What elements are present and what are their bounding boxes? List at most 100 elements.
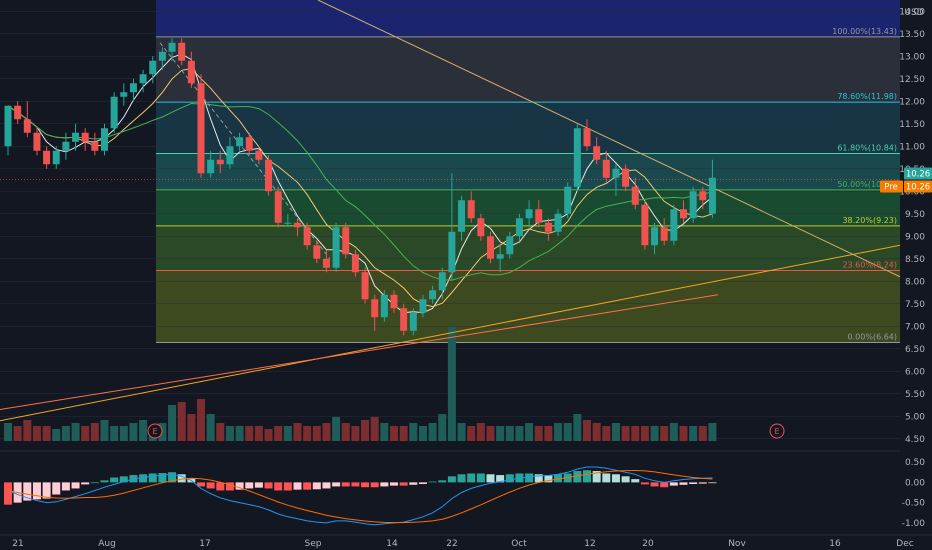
support-trendline bbox=[0, 244, 901, 422]
candle-body[interactable] bbox=[303, 227, 311, 246]
candle-body[interactable] bbox=[651, 227, 659, 246]
candle-body[interactable] bbox=[602, 159, 610, 178]
volume-bar bbox=[708, 423, 717, 441]
candle-body[interactable] bbox=[641, 204, 649, 246]
volume-bar bbox=[611, 423, 620, 441]
candle-body[interactable] bbox=[477, 218, 485, 237]
candle-body[interactable] bbox=[593, 146, 601, 160]
candle-body[interactable] bbox=[62, 141, 70, 151]
candle-body[interactable] bbox=[429, 290, 437, 300]
macd-histogram-bar bbox=[4, 482, 12, 505]
candle-body[interactable] bbox=[216, 159, 224, 165]
time-tick-label: 17 bbox=[199, 539, 210, 549]
candle-body[interactable] bbox=[631, 186, 639, 205]
candle-body[interactable] bbox=[535, 209, 543, 223]
candle-body[interactable] bbox=[274, 191, 282, 223]
candle-body[interactable] bbox=[544, 222, 552, 232]
candle-body[interactable] bbox=[342, 227, 350, 255]
macd-histogram-bar bbox=[61, 482, 70, 491]
candle-body[interactable] bbox=[670, 209, 678, 241]
time-tick-label: 22 bbox=[446, 539, 457, 549]
candle-body[interactable] bbox=[612, 168, 620, 178]
candle-body[interactable] bbox=[4, 105, 12, 147]
candle-body[interactable] bbox=[371, 299, 379, 318]
candle-body[interactable] bbox=[573, 128, 581, 187]
candle-body[interactable] bbox=[197, 83, 205, 174]
candle-body[interactable] bbox=[158, 51, 166, 61]
candle-body[interactable] bbox=[458, 200, 466, 232]
candle-body[interactable] bbox=[525, 209, 533, 219]
candle-body[interactable] bbox=[33, 132, 41, 151]
candle-body[interactable] bbox=[168, 42, 176, 52]
candle-body[interactable] bbox=[110, 96, 118, 129]
candle-body[interactable] bbox=[284, 222, 292, 224]
candle-body[interactable] bbox=[101, 128, 108, 151]
candle-body[interactable] bbox=[313, 245, 321, 259]
candle-body[interactable] bbox=[245, 137, 253, 151]
candle-body[interactable] bbox=[294, 222, 301, 228]
candle-body[interactable] bbox=[207, 159, 215, 174]
macd-histogram-bar bbox=[428, 481, 437, 483]
candle-body[interactable] bbox=[515, 218, 523, 237]
candle-body[interactable] bbox=[226, 146, 234, 165]
earnings-marker[interactable] bbox=[147, 423, 163, 439]
candle-body[interactable] bbox=[708, 177, 716, 214]
candle-body[interactable] bbox=[72, 132, 80, 142]
earnings-marker[interactable] bbox=[769, 423, 785, 439]
candle-body[interactable] bbox=[91, 141, 99, 151]
candle-body[interactable] bbox=[496, 254, 504, 259]
candle-body[interactable] bbox=[564, 186, 572, 214]
candle-body[interactable] bbox=[680, 209, 687, 219]
candle-body[interactable] bbox=[467, 200, 475, 219]
pre-price-badge bbox=[904, 180, 932, 193]
candle-body[interactable] bbox=[178, 42, 186, 61]
candle-body[interactable] bbox=[622, 168, 630, 187]
candle-body[interactable] bbox=[506, 236, 514, 255]
candle-body[interactable] bbox=[660, 227, 668, 241]
candle-body[interactable] bbox=[419, 299, 427, 313]
pre-price-value: 10.26 bbox=[906, 183, 930, 193]
macd-histogram-bar bbox=[148, 473, 157, 483]
candle-body[interactable] bbox=[120, 92, 128, 97]
candle-body[interactable] bbox=[23, 119, 31, 133]
candle-body[interactable] bbox=[361, 272, 369, 300]
candle-body[interactable] bbox=[380, 294, 388, 318]
time-axis[interactable]: 21 Aug 17 Sep 14 22 Oct 12 20 Nov 16 Dec bbox=[0, 534, 932, 549]
candles[interactable] bbox=[4, 38, 716, 336]
candle-body[interactable] bbox=[699, 191, 707, 201]
candle-body[interactable] bbox=[583, 128, 591, 147]
volume-bar bbox=[254, 426, 263, 441]
volume-bar bbox=[534, 426, 543, 441]
volume-bar bbox=[119, 426, 128, 441]
candle-body[interactable] bbox=[448, 231, 456, 273]
candle-body[interactable] bbox=[438, 272, 446, 291]
candle-body[interactable] bbox=[487, 236, 494, 259]
macd-histogram-bar bbox=[303, 482, 312, 490]
candle-body[interactable] bbox=[554, 213, 562, 232]
candle-body[interactable] bbox=[400, 308, 408, 331]
candle-body[interactable] bbox=[332, 227, 340, 268]
candle-body[interactable] bbox=[689, 191, 697, 219]
candle-body[interactable] bbox=[265, 159, 273, 192]
candle-body[interactable] bbox=[149, 60, 157, 75]
candle-body[interactable] bbox=[351, 254, 359, 273]
volume-bar bbox=[370, 417, 379, 441]
candle-body[interactable] bbox=[322, 258, 330, 268]
candle-body[interactable] bbox=[14, 105, 22, 120]
last-price-value: 10.26 bbox=[906, 170, 930, 180]
candle-body[interactable] bbox=[255, 150, 263, 160]
candle-body[interactable] bbox=[187, 60, 195, 84]
candle-body[interactable] bbox=[236, 137, 244, 147]
volume-bar bbox=[293, 423, 302, 441]
candle-body[interactable] bbox=[129, 83, 137, 93]
fib-label: 23.60%(8.24) bbox=[842, 260, 897, 269]
candle-body[interactable] bbox=[81, 132, 89, 142]
candle-body[interactable] bbox=[139, 74, 147, 84]
volume-bar bbox=[206, 414, 215, 441]
candle-body[interactable] bbox=[43, 150, 51, 165]
volume-bar bbox=[110, 426, 119, 441]
candle-body[interactable] bbox=[52, 150, 60, 165]
candle-body[interactable] bbox=[390, 294, 398, 309]
candle-body[interactable] bbox=[409, 312, 417, 331]
